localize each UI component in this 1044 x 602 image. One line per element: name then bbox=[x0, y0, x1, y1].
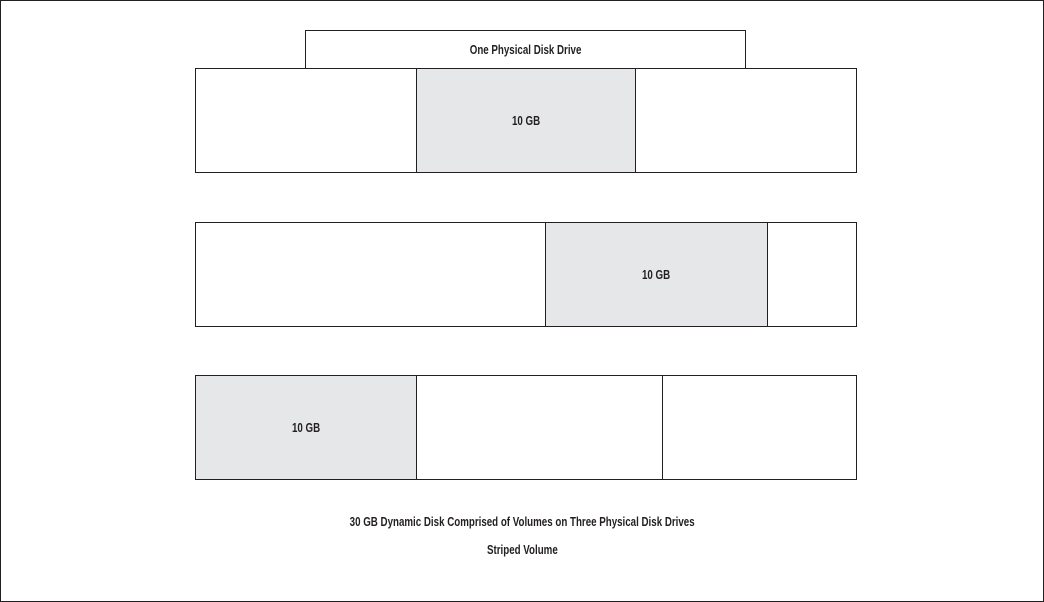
disk-3-volume-label: 10 GB bbox=[291, 420, 321, 435]
caption-line-2-wrap: Striped Volume bbox=[0, 541, 1044, 559]
disk-2-volume-segment: 10 GB bbox=[546, 223, 768, 326]
drive-label-tab: One Physical Disk Drive bbox=[305, 30, 746, 69]
disk-1-volume-segment: 10 GB bbox=[417, 69, 636, 172]
disk-3-segment-2 bbox=[417, 376, 663, 479]
disk-2-volume-label: 10 GB bbox=[642, 267, 671, 282]
caption-description: 30 GB Dynamic Disk Comprised of Volumes … bbox=[349, 515, 695, 529]
disk-2-segment-1 bbox=[196, 223, 546, 326]
disk-drive-2: 10 GB bbox=[195, 222, 857, 327]
caption-volume-type: Striped Volume bbox=[486, 543, 558, 557]
caption-line-1-wrap: 30 GB Dynamic Disk Comprised of Volumes … bbox=[0, 513, 1044, 531]
disk-1-segment-1 bbox=[196, 69, 417, 172]
disk-3-volume-segment: 10 GB bbox=[196, 376, 417, 479]
disk-2-segment-3 bbox=[768, 223, 856, 326]
disk-3-segment-3 bbox=[663, 376, 856, 479]
disk-drive-3: 10 GB bbox=[195, 375, 857, 480]
drive-label: One Physical Disk Drive bbox=[469, 43, 582, 57]
disk-1-segment-3 bbox=[636, 69, 856, 172]
disk-1-volume-label: 10 GB bbox=[511, 113, 541, 128]
disk-drive-1: 10 GB bbox=[195, 68, 857, 173]
